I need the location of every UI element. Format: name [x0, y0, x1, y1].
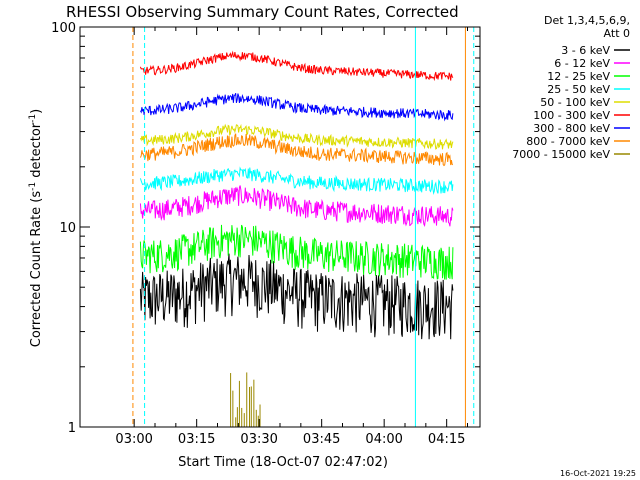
chart-title: RHESSI Observing Summary Count Rates, Co… [66, 3, 459, 21]
legend-label: 12 - 25 keV [547, 70, 610, 83]
x-axis-label: Start Time (18-Oct-07 02:47:02) [178, 455, 388, 470]
legend-label: 100 - 300 keV [533, 109, 610, 122]
series-7000-15000-kev [230, 372, 261, 427]
plot-frame [79, 26, 481, 428]
x-tick-label: 03:00 [115, 432, 152, 447]
x-tick-label: 04:00 [365, 432, 402, 447]
series-6-12-kev [139, 185, 454, 228]
legend-header-line2: Att 0 [604, 27, 630, 40]
legend-label: 50 - 100 keV [540, 96, 610, 109]
legend-label: 25 - 50 keV [547, 83, 610, 96]
legend-label: 300 - 800 keV [533, 122, 610, 135]
x-tick-label: 03:15 [178, 432, 215, 447]
x-tick-label: 04:15 [428, 432, 465, 447]
x-tick-label: 03:30 [240, 432, 277, 447]
y-tick-label: 1 [68, 421, 76, 436]
generation-timestamp: 16-Oct-2021 19:25 [560, 469, 636, 478]
series-300-800-kev [139, 93, 454, 122]
y-axis-label: Corrected Count Rate (s-1 detector-1) [28, 109, 44, 347]
x-tick-label: 03:45 [303, 432, 340, 447]
series-50-100-kev [139, 123, 454, 150]
y-tick-label: 100 [51, 21, 76, 36]
plot-border [79, 26, 481, 428]
series-100-300-kev [139, 50, 454, 82]
legend-label: 7000 - 15000 keV [512, 148, 610, 161]
legend-header-line1: Det 1,3,4,5,6,9, [544, 14, 630, 27]
series-3-6-kev [139, 253, 454, 340]
legend-label: 3 - 6 keV [561, 44, 610, 57]
series-layer [139, 50, 454, 427]
series-25-50-kev [139, 166, 454, 195]
axis-ticks: 03:00 03:15 03:30 03:45 04:00 04:15 1 10 100 [51, 21, 480, 447]
legend-label: 800 - 7000 keV [526, 135, 610, 148]
y-tick-label: 10 [59, 221, 76, 236]
vertical-markers [132, 27, 475, 427]
legend-label: 6 - 12 keV [554, 57, 610, 70]
series-800-7000-kev [139, 133, 453, 167]
series-12-25-kev [139, 224, 454, 280]
